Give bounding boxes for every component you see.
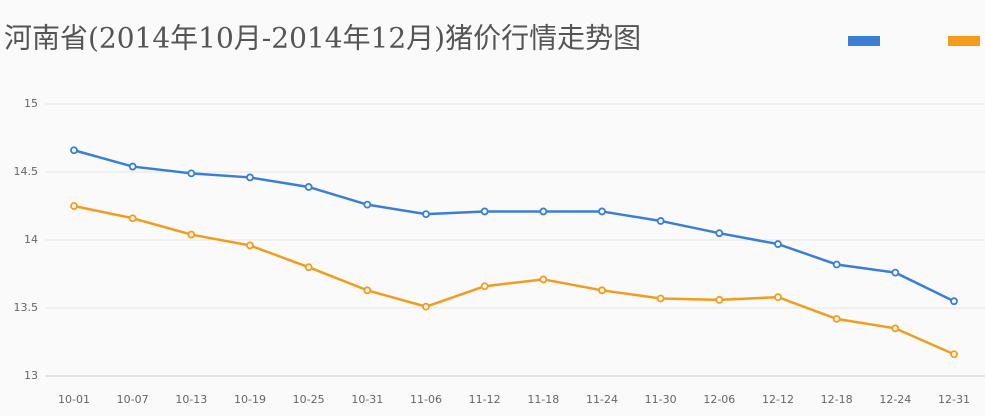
data-point bbox=[128, 162, 137, 171]
data-point bbox=[304, 183, 313, 191]
data-point bbox=[656, 294, 665, 303]
data-point bbox=[539, 275, 548, 284]
x-tick-label: 11-06 bbox=[410, 393, 442, 406]
data-point bbox=[832, 314, 841, 323]
data-point bbox=[774, 240, 782, 248]
x-tick-label: 10-13 bbox=[175, 393, 207, 406]
series-line bbox=[73, 204, 955, 356]
data-point bbox=[422, 302, 430, 311]
chart-title: 河南省(2014年10月-2014年12月)猪价行情走势图 bbox=[4, 22, 641, 55]
data-point bbox=[832, 260, 841, 269]
data-point bbox=[656, 217, 665, 225]
y-tick-label: 13.5 bbox=[14, 301, 39, 314]
data-point bbox=[598, 286, 606, 295]
x-tick-label: 12-24 bbox=[879, 393, 911, 406]
legend-swatch bbox=[948, 36, 980, 46]
x-tick-label: 11-18 bbox=[527, 393, 559, 406]
data-point bbox=[891, 268, 900, 277]
x-tick-label: 12-12 bbox=[762, 393, 794, 406]
data-point bbox=[363, 200, 372, 209]
data-point bbox=[246, 241, 254, 250]
x-tick-label: 10-25 bbox=[293, 393, 325, 406]
y-tick-label: 13 bbox=[24, 369, 38, 382]
data-point bbox=[128, 214, 137, 223]
x-tick-label: 10-07 bbox=[117, 393, 149, 406]
data-point bbox=[246, 173, 254, 182]
x-tick-label: 12-06 bbox=[703, 393, 735, 406]
data-point bbox=[950, 297, 958, 306]
data-point bbox=[715, 295, 724, 304]
data-point bbox=[598, 207, 606, 216]
data-point bbox=[70, 146, 78, 155]
data-point bbox=[480, 207, 489, 216]
x-tick-label: 11-12 bbox=[469, 393, 501, 406]
y-tick-label: 15 bbox=[24, 97, 38, 110]
x-tick-label: 11-24 bbox=[586, 393, 618, 406]
series-line bbox=[73, 149, 955, 303]
data-point bbox=[539, 207, 548, 216]
data-point bbox=[480, 282, 489, 291]
data-point bbox=[70, 202, 78, 210]
y-tick-label: 14.5 bbox=[14, 165, 39, 178]
data-point bbox=[304, 263, 313, 272]
x-tick-label: 12-31 bbox=[938, 393, 970, 406]
x-tick-label: 10-19 bbox=[234, 393, 266, 406]
data-point bbox=[774, 293, 782, 302]
x-tick-label: 10-31 bbox=[351, 393, 383, 406]
legend-swatch bbox=[848, 36, 880, 46]
data-point bbox=[187, 169, 196, 178]
x-tick-label: 10-01 bbox=[58, 393, 90, 406]
data-point bbox=[891, 324, 900, 333]
data-point bbox=[422, 210, 430, 219]
data-point bbox=[950, 350, 958, 359]
x-tick-label: 12-18 bbox=[821, 393, 853, 406]
data-point bbox=[715, 229, 724, 238]
x-tick-label: 11-30 bbox=[645, 393, 677, 406]
data-point bbox=[363, 286, 372, 295]
y-tick-label: 14 bbox=[24, 233, 38, 246]
data-point bbox=[187, 230, 196, 239]
